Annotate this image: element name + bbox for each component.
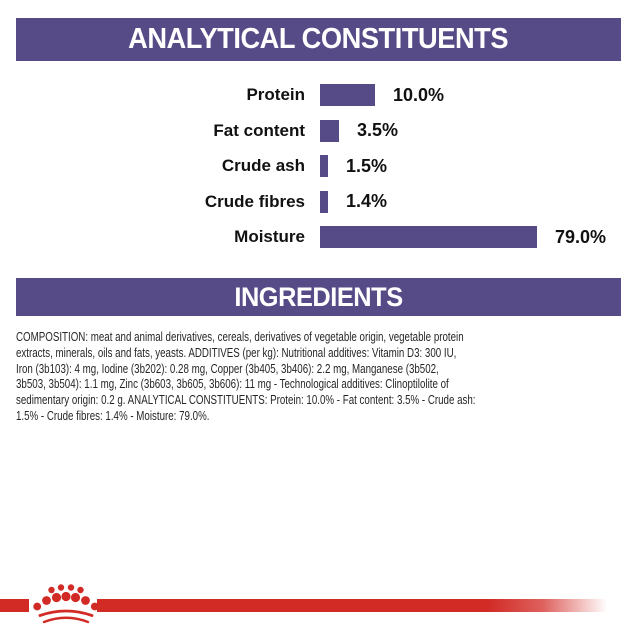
ingredients-title: INGREDIENTS [234, 281, 403, 312]
composition-line: 3b503, 3b504): 1.1 mg, Zinc (3b603, 3b60… [16, 377, 449, 392]
chart-value: 10.0% [393, 84, 445, 105]
composition-line: sedimentary origin: 0.2 g. ANALYTICAL CO… [16, 393, 476, 408]
composition-line: Iron (3b103): 4 mg, Iodine (3b202): 0.28… [16, 361, 439, 376]
chart-bar [320, 190, 328, 213]
chart-value: 3.5% [357, 120, 399, 140]
chart-value: 1.4% [346, 191, 388, 211]
chart-row-protein: Protein 10.0% [0, 84, 640, 106]
bottom-stripe-left [0, 599, 29, 612]
chart-row-crude-fibres: Crude fibres 1.4% [0, 190, 640, 213]
chart-label: Crude ash [221, 156, 305, 175]
chart-row-crude-ash: Crude ash 1.5% [0, 155, 640, 177]
chart-bar [320, 155, 328, 177]
chart-label: Moisture [234, 227, 305, 246]
royal-canin-crown-icon [33, 584, 99, 624]
composition-text: COMPOSITION: meat and animal derivatives… [16, 330, 632, 425]
analytical-constituents-chart: Protein 10.0% Fat content 3.5% Crude ash… [0, 84, 640, 262]
composition-line: 1.5% - Crude fibres: 1.4% - Moisture: 79… [16, 408, 210, 423]
chart-bar [320, 84, 375, 106]
chart-label: Crude fibres [204, 191, 305, 211]
chart-value: 1.5% [346, 155, 388, 176]
chart-bar [320, 226, 537, 248]
ingredients-header: INGREDIENTS [16, 278, 621, 316]
chart-bar [320, 119, 339, 142]
bottom-stripe-right [97, 599, 640, 612]
chart-label: Fat content [213, 120, 305, 140]
chart-row-moisture: Moisture 79.0% [0, 226, 640, 248]
analytical-constituents-title: ANALYTICAL CONSTITUENTS [128, 23, 509, 55]
composition-line: COMPOSITION: meat and animal derivatives… [16, 330, 464, 344]
composition-line: extracts, minerals, oils and fats, yeast… [16, 345, 457, 360]
chart-label: Protein [246, 85, 305, 104]
chart-row-fat-content: Fat content 3.5% [0, 119, 640, 142]
analytical-constituents-header: ANALYTICAL CONSTITUENTS [16, 18, 621, 61]
chart-value: 79.0% [555, 226, 607, 247]
